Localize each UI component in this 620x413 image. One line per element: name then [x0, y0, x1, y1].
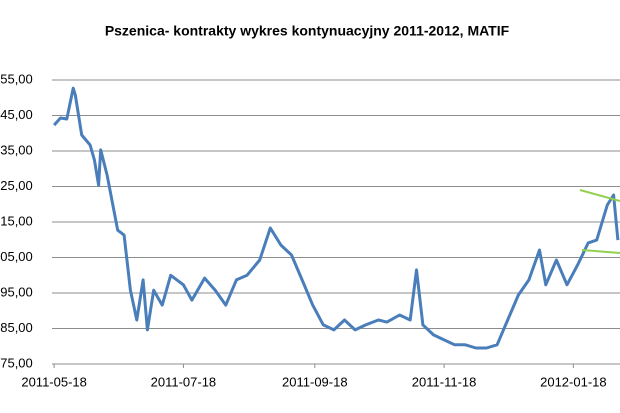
trend-line	[579, 189, 620, 202]
y-tick-label: 185,00	[0, 320, 33, 335]
y-tick-label: 175,00	[0, 355, 33, 370]
y-tick-label: 255,00	[0, 71, 33, 86]
x-tick-label: 2011-11-18	[412, 374, 477, 389]
trend-line	[581, 249, 620, 254]
y-tick-label: 205,00	[0, 249, 33, 264]
line-series	[52, 86, 620, 350]
y-tick-label: 235,00	[0, 142, 33, 157]
x-tick-label: 2011-07-18	[151, 374, 217, 389]
x-tick-label: 2011-09-18	[282, 374, 348, 389]
x-tick-label: 2012-01-18	[540, 374, 607, 389]
x-tick-label: 2011-05-18	[21, 374, 87, 389]
y-tick-label: 245,00	[0, 107, 33, 122]
y-tick-label: 215,00	[0, 213, 33, 228]
y-tick-label: 225,00	[0, 178, 33, 193]
chart-title: Pszenica- kontrakty wykres kontynuacyjny…	[105, 23, 510, 39]
y-tick-label: 195,00	[0, 284, 33, 299]
plot: 175,00 185,00 195,00 205,00 215,00 225,00 235,…	[0, 71, 620, 389]
